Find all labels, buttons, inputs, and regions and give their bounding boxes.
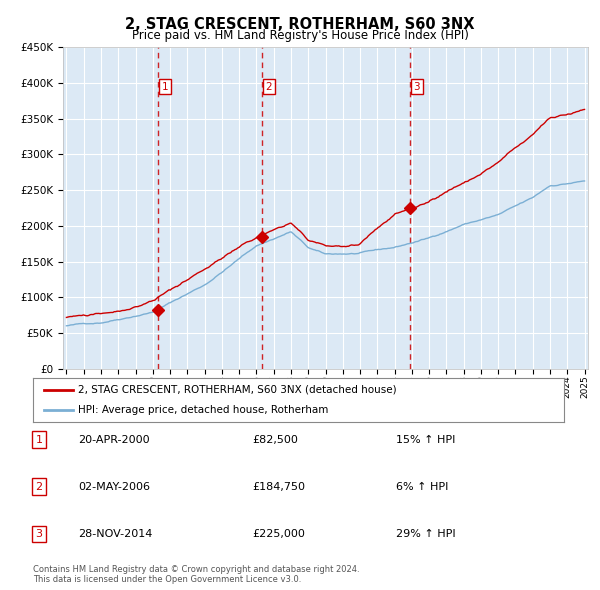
Text: 29% ↑ HPI: 29% ↑ HPI: [396, 529, 455, 539]
Text: 2, STAG CRESCENT, ROTHERHAM, S60 3NX: 2, STAG CRESCENT, ROTHERHAM, S60 3NX: [125, 17, 475, 31]
Text: £82,500: £82,500: [252, 435, 298, 444]
Text: 15% ↑ HPI: 15% ↑ HPI: [396, 435, 455, 444]
Text: 6% ↑ HPI: 6% ↑ HPI: [396, 482, 448, 491]
Text: 20-APR-2000: 20-APR-2000: [78, 435, 149, 444]
Text: 2: 2: [35, 482, 43, 491]
Text: 3: 3: [413, 81, 420, 91]
Text: 2, STAG CRESCENT, ROTHERHAM, S60 3NX (detached house): 2, STAG CRESCENT, ROTHERHAM, S60 3NX (de…: [78, 385, 397, 395]
Text: £184,750: £184,750: [252, 482, 305, 491]
Text: 3: 3: [35, 529, 43, 539]
Text: Contains HM Land Registry data © Crown copyright and database right 2024.: Contains HM Land Registry data © Crown c…: [33, 565, 359, 574]
Text: 1: 1: [161, 81, 168, 91]
Text: This data is licensed under the Open Government Licence v3.0.: This data is licensed under the Open Gov…: [33, 575, 301, 584]
Text: £225,000: £225,000: [252, 529, 305, 539]
Text: 2: 2: [266, 81, 272, 91]
Text: HPI: Average price, detached house, Rotherham: HPI: Average price, detached house, Roth…: [78, 405, 329, 415]
Text: 02-MAY-2006: 02-MAY-2006: [78, 482, 150, 491]
Text: 1: 1: [35, 435, 43, 444]
Text: 28-NOV-2014: 28-NOV-2014: [78, 529, 152, 539]
Text: Price paid vs. HM Land Registry's House Price Index (HPI): Price paid vs. HM Land Registry's House …: [131, 30, 469, 42]
